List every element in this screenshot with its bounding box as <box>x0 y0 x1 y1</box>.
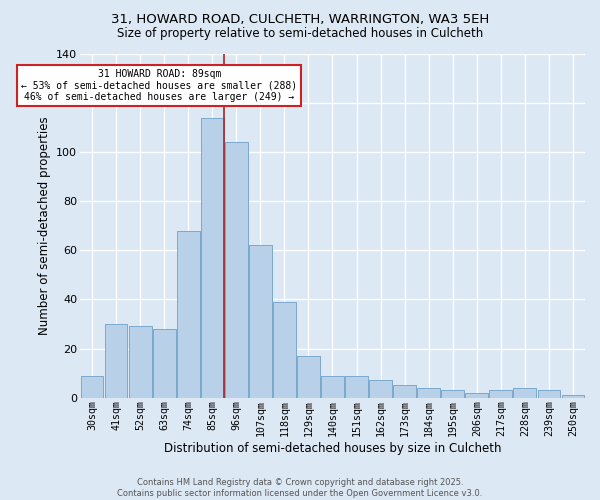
Bar <box>514 388 536 398</box>
Bar <box>369 380 392 398</box>
Bar <box>393 386 416 398</box>
Y-axis label: Number of semi-detached properties: Number of semi-detached properties <box>38 116 50 335</box>
Bar <box>177 230 200 398</box>
Bar <box>442 390 464 398</box>
Bar <box>80 376 103 398</box>
Bar <box>273 302 296 398</box>
Text: Size of property relative to semi-detached houses in Culcheth: Size of property relative to semi-detach… <box>117 28 483 40</box>
X-axis label: Distribution of semi-detached houses by size in Culcheth: Distribution of semi-detached houses by … <box>164 442 501 455</box>
Bar <box>562 395 584 398</box>
Bar <box>345 376 368 398</box>
Bar <box>321 376 344 398</box>
Bar <box>297 356 320 398</box>
Bar <box>249 246 272 398</box>
Bar <box>490 390 512 398</box>
Bar <box>225 142 248 398</box>
Text: 31 HOWARD ROAD: 89sqm
← 53% of semi-detached houses are smaller (288)
46% of sem: 31 HOWARD ROAD: 89sqm ← 53% of semi-deta… <box>21 68 298 102</box>
Bar <box>128 326 152 398</box>
Bar <box>153 329 176 398</box>
Bar <box>417 388 440 398</box>
Bar <box>201 118 224 398</box>
Bar <box>538 390 560 398</box>
Text: 31, HOWARD ROAD, CULCHETH, WARRINGTON, WA3 5EH: 31, HOWARD ROAD, CULCHETH, WARRINGTON, W… <box>111 12 489 26</box>
Bar <box>104 324 127 398</box>
Bar <box>466 393 488 398</box>
Text: Contains HM Land Registry data © Crown copyright and database right 2025.
Contai: Contains HM Land Registry data © Crown c… <box>118 478 482 498</box>
